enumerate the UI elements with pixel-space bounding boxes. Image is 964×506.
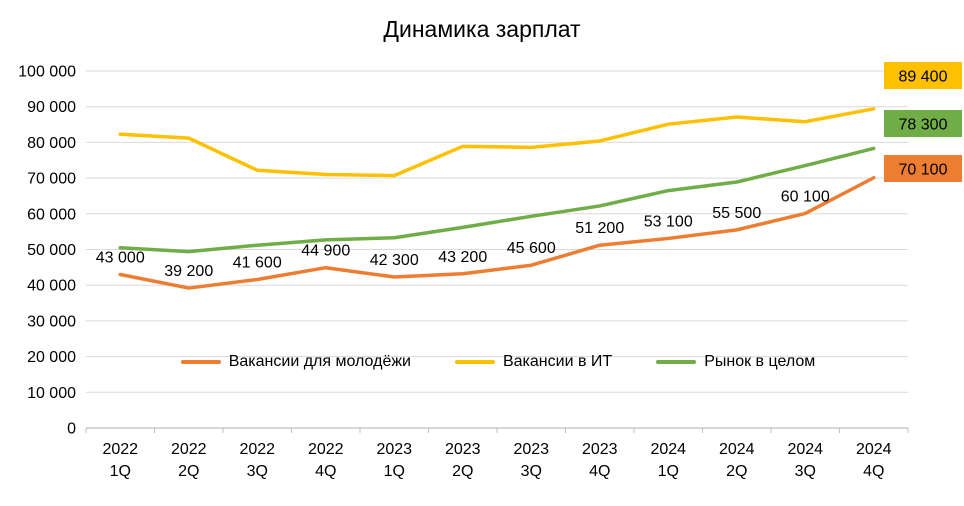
legend-marker bbox=[656, 360, 697, 364]
y-axis-tick-label: 60 000 bbox=[27, 206, 76, 223]
x-axis-label-quarter: 3Q bbox=[795, 463, 816, 480]
legend-label: Вакансии в ИТ bbox=[502, 353, 613, 370]
y-axis-tick-label: 80 000 bbox=[27, 135, 76, 152]
y-axis-tick-label: 50 000 bbox=[27, 242, 76, 259]
data-label: 60 100 bbox=[781, 188, 830, 205]
x-axis-label-year: 2022 bbox=[171, 441, 207, 458]
data-label: 53 100 bbox=[644, 213, 693, 230]
series-line-1 bbox=[118, 107, 876, 178]
x-axis-label-quarter: 4Q bbox=[589, 463, 610, 480]
data-label: 39 200 bbox=[164, 263, 213, 280]
legend-item: Вакансии для молодёжи bbox=[180, 353, 411, 371]
x-axis-label-quarter: 2Q bbox=[178, 463, 199, 480]
legend-label: Вакансии для молодёжи bbox=[228, 353, 411, 370]
x-axis-label-quarter: 1Q bbox=[110, 463, 131, 480]
legend-marker bbox=[454, 360, 495, 364]
x-axis-label-year: 2022 bbox=[102, 441, 138, 458]
data-label: 51 200 bbox=[575, 220, 624, 237]
y-axis-tick-label: 0 bbox=[67, 421, 76, 438]
x-axis-label-quarter: 1Q bbox=[658, 463, 679, 480]
x-axis-label-year: 2023 bbox=[445, 441, 481, 458]
data-label: 43 200 bbox=[438, 249, 487, 266]
x-axis-label-year: 2024 bbox=[787, 441, 823, 458]
end-label-box bbox=[884, 155, 962, 182]
data-label: 55 500 bbox=[712, 205, 761, 222]
series-line-2 bbox=[118, 146, 876, 254]
x-axis-label-year: 2024 bbox=[719, 441, 755, 458]
x-axis-label-quarter: 2Q bbox=[726, 463, 747, 480]
x-axis-label-quarter: 4Q bbox=[863, 463, 884, 480]
y-axis-tick-label: 40 000 bbox=[27, 278, 76, 295]
chart-title: Динамика зарплат bbox=[383, 16, 581, 42]
end-label: 78 300 bbox=[899, 117, 948, 134]
end-label: 89 400 bbox=[899, 69, 948, 86]
y-axis-tick-label: 20 000 bbox=[27, 349, 76, 366]
y-axis-tick-label: 30 000 bbox=[27, 313, 76, 330]
chart-legend: Вакансии для молодёжи Вакансии в ИТ Рынок … bbox=[88, 353, 908, 371]
x-axis-label-year: 2023 bbox=[513, 441, 549, 458]
end-label: 70 100 bbox=[899, 162, 948, 179]
x-axis-label-year: 2024 bbox=[856, 441, 892, 458]
series-line-0 bbox=[118, 175, 876, 290]
x-axis-label-year: 2023 bbox=[376, 441, 412, 458]
y-axis-tick-label: 10 000 bbox=[27, 385, 76, 402]
y-axis-tick-label: 70 000 bbox=[27, 171, 76, 188]
data-label: 45 600 bbox=[507, 240, 556, 257]
x-axis-label-year: 2022 bbox=[239, 441, 275, 458]
x-axis-label-quarter: 4Q bbox=[315, 463, 336, 480]
x-axis-label-year: 2023 bbox=[582, 441, 618, 458]
x-axis-label-quarter: 3Q bbox=[247, 463, 268, 480]
x-axis-label-year: 2024 bbox=[650, 441, 686, 458]
x-axis-label-quarter: 1Q bbox=[384, 463, 405, 480]
y-axis-tick-label: 100 000 bbox=[18, 64, 76, 81]
x-axis-label-quarter: 2Q bbox=[452, 463, 473, 480]
x-axis-label-year: 2022 bbox=[308, 441, 344, 458]
data-label: 41 600 bbox=[233, 254, 282, 271]
data-label: 43 000 bbox=[96, 249, 145, 266]
legend-item: Вакансии в ИТ bbox=[454, 353, 613, 371]
end-label-box bbox=[884, 110, 962, 137]
end-label-box bbox=[884, 62, 962, 89]
legend-marker bbox=[180, 360, 221, 364]
x-axis-label-quarter: 3Q bbox=[521, 463, 542, 480]
legend-item: Рынок в целом bbox=[656, 353, 815, 371]
data-label: 42 300 bbox=[370, 252, 419, 269]
y-axis-tick-label: 90 000 bbox=[27, 99, 76, 116]
data-label: 44 900 bbox=[301, 243, 350, 260]
legend-label: Рынок в целом bbox=[704, 353, 816, 370]
